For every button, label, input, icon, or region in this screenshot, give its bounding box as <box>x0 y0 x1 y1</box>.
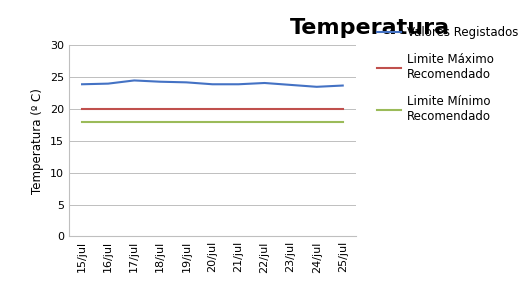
Legend: Valores Registados, Limite Máximo
Recomendado, Limite Mínimo
Recomendado: Valores Registados, Limite Máximo Recome… <box>372 21 523 128</box>
Y-axis label: Temperatura (º C): Temperatura (º C) <box>31 88 45 194</box>
Title: Temperatura: Temperatura <box>290 18 450 38</box>
